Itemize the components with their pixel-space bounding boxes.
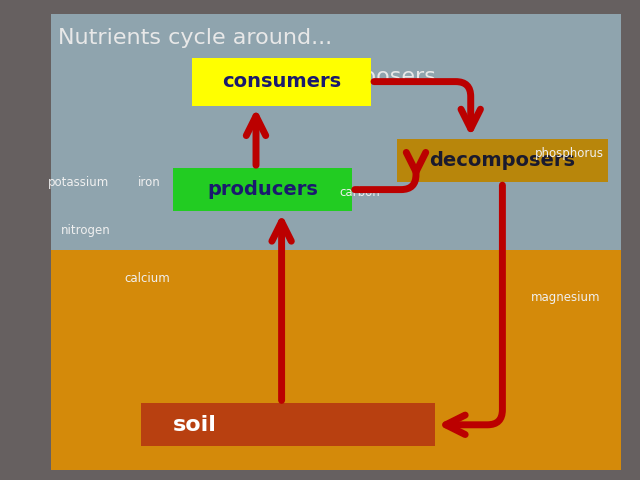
Text: through decomposers: through decomposers	[192, 67, 436, 87]
Bar	[51, 14, 621, 250]
Text: decomposers: decomposers	[429, 151, 575, 170]
Text: iron: iron	[138, 176, 161, 189]
FancyBboxPatch shape	[141, 403, 435, 446]
Text: phosphorus: phosphorus	[534, 147, 604, 160]
Text: producers: producers	[207, 180, 318, 199]
Text: Nutrients cycle around...: Nutrients cycle around...	[58, 28, 332, 48]
Bar	[51, 250, 621, 470]
Text: carbon: carbon	[339, 185, 380, 199]
FancyBboxPatch shape	[192, 58, 371, 106]
Text: calcium: calcium	[125, 272, 170, 285]
FancyBboxPatch shape	[397, 139, 608, 182]
FancyBboxPatch shape	[173, 168, 352, 211]
Text: consumers: consumers	[222, 72, 341, 91]
Text: nitrogen: nitrogen	[61, 224, 111, 237]
Text: magnesium: magnesium	[531, 291, 601, 304]
Text: soil: soil	[173, 415, 217, 435]
Text: potassium: potassium	[48, 176, 109, 189]
